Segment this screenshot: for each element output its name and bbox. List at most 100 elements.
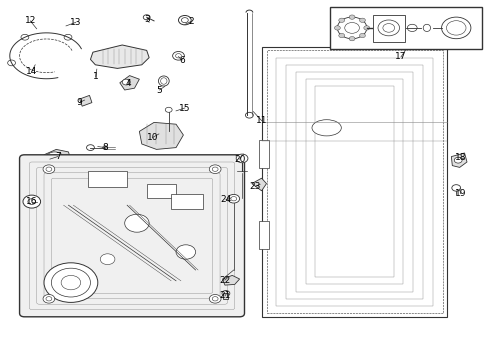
- Bar: [305, 79, 403, 284]
- Bar: [259, 220, 268, 249]
- Circle shape: [122, 79, 130, 85]
- Text: 18: 18: [454, 153, 466, 162]
- Text: 5: 5: [156, 86, 162, 95]
- Text: 15: 15: [179, 104, 190, 113]
- Circle shape: [175, 54, 181, 58]
- Bar: [329, 7, 481, 49]
- Circle shape: [363, 26, 369, 30]
- Circle shape: [43, 165, 55, 174]
- Text: 16: 16: [26, 197, 38, 206]
- Text: 3: 3: [143, 15, 149, 24]
- Polygon shape: [139, 122, 183, 149]
- Circle shape: [176, 245, 195, 259]
- Circle shape: [61, 275, 81, 290]
- Circle shape: [344, 23, 359, 33]
- Bar: [259, 140, 268, 168]
- Circle shape: [245, 112, 253, 118]
- Bar: [315, 86, 393, 277]
- Circle shape: [441, 17, 470, 39]
- Text: 24: 24: [220, 195, 231, 204]
- Polygon shape: [80, 95, 92, 106]
- Bar: [146, 184, 176, 198]
- Text: 14: 14: [26, 67, 38, 76]
- Circle shape: [46, 152, 63, 165]
- Circle shape: [181, 18, 188, 23]
- Circle shape: [338, 33, 344, 38]
- Polygon shape: [120, 76, 139, 90]
- Text: 10: 10: [146, 133, 158, 142]
- Text: 9: 9: [76, 98, 82, 107]
- Circle shape: [43, 294, 55, 303]
- Circle shape: [209, 294, 221, 303]
- Circle shape: [451, 185, 460, 191]
- Circle shape: [64, 34, 72, 40]
- Circle shape: [227, 194, 239, 203]
- Circle shape: [212, 167, 218, 171]
- Ellipse shape: [422, 24, 429, 32]
- Circle shape: [86, 145, 94, 150]
- FancyBboxPatch shape: [20, 155, 244, 317]
- Text: 1: 1: [93, 72, 99, 81]
- Text: 22: 22: [219, 276, 230, 284]
- Ellipse shape: [311, 120, 341, 136]
- Circle shape: [51, 268, 90, 297]
- Circle shape: [337, 17, 366, 39]
- Circle shape: [50, 155, 60, 162]
- Circle shape: [236, 154, 247, 163]
- Text: 11: 11: [255, 116, 267, 125]
- Circle shape: [143, 15, 150, 20]
- Bar: [285, 65, 422, 299]
- Bar: [295, 72, 412, 292]
- Circle shape: [230, 197, 236, 201]
- Circle shape: [359, 33, 365, 38]
- Polygon shape: [450, 153, 466, 167]
- Circle shape: [382, 24, 394, 32]
- Circle shape: [165, 107, 172, 112]
- Circle shape: [46, 297, 52, 301]
- Text: 2: 2: [187, 17, 193, 26]
- Circle shape: [348, 37, 354, 41]
- Circle shape: [338, 18, 344, 22]
- Circle shape: [28, 199, 36, 204]
- Text: 6: 6: [179, 56, 184, 65]
- Bar: [171, 194, 203, 209]
- Circle shape: [359, 18, 365, 22]
- Text: 12: 12: [24, 17, 36, 26]
- Text: 20: 20: [233, 155, 245, 163]
- Polygon shape: [222, 275, 239, 285]
- Circle shape: [44, 263, 98, 302]
- Circle shape: [446, 21, 465, 35]
- Text: 13: 13: [70, 18, 81, 27]
- Polygon shape: [41, 149, 71, 169]
- Text: 23: 23: [249, 182, 261, 191]
- Text: 19: 19: [454, 189, 466, 198]
- Text: 8: 8: [102, 143, 108, 152]
- Bar: [88, 171, 127, 187]
- Circle shape: [23, 195, 41, 208]
- Circle shape: [377, 20, 399, 36]
- Ellipse shape: [161, 78, 166, 84]
- Polygon shape: [223, 293, 228, 299]
- Circle shape: [172, 51, 184, 60]
- Bar: [276, 58, 432, 306]
- Text: 7: 7: [55, 152, 61, 161]
- Circle shape: [102, 146, 107, 149]
- Circle shape: [8, 60, 16, 66]
- Circle shape: [212, 297, 218, 301]
- Bar: [266, 50, 442, 313]
- Circle shape: [100, 254, 115, 265]
- Polygon shape: [90, 45, 149, 68]
- Bar: [261, 47, 447, 317]
- Circle shape: [124, 214, 149, 232]
- Text: 4: 4: [125, 79, 131, 88]
- Text: 17: 17: [394, 53, 406, 62]
- Circle shape: [407, 24, 416, 32]
- Text: 21: 21: [219, 292, 230, 300]
- Ellipse shape: [158, 76, 169, 86]
- Circle shape: [453, 157, 461, 163]
- Circle shape: [348, 15, 354, 19]
- Circle shape: [21, 34, 29, 40]
- Polygon shape: [251, 178, 266, 191]
- Circle shape: [46, 167, 52, 171]
- Circle shape: [209, 165, 221, 174]
